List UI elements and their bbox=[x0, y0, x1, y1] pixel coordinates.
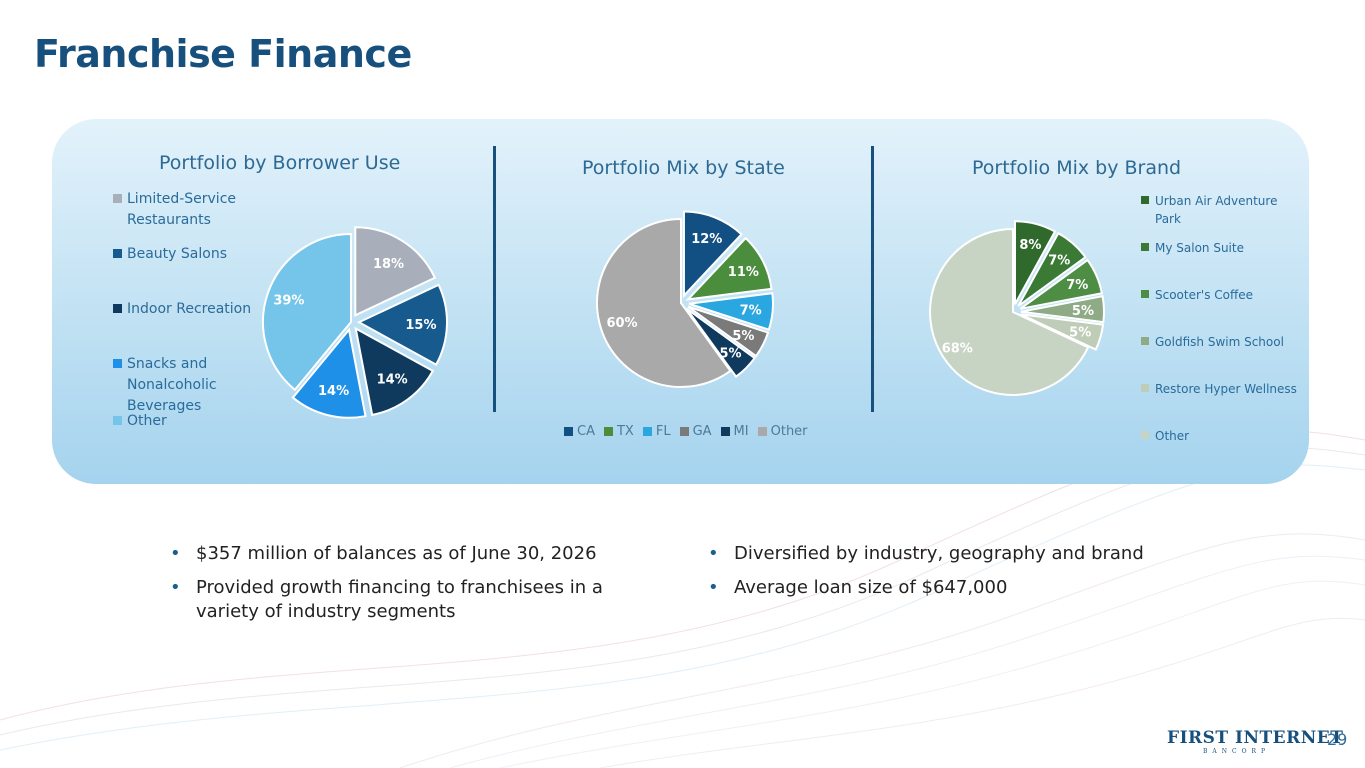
chart-title-state: Portfolio Mix by State bbox=[582, 157, 785, 179]
legend-swatch bbox=[642, 427, 652, 436]
data-label-beauty-salons: 15% bbox=[405, 318, 436, 333]
bullet-text: variety of industry segments bbox=[196, 601, 456, 622]
pie-slice-limited-service-restaurants bbox=[354, 226, 437, 317]
bullet-text: $357 million of balances as of June 30, … bbox=[196, 543, 597, 564]
legend-swatch bbox=[564, 427, 573, 436]
legend-label: GA bbox=[692, 424, 712, 439]
bullet-dot: • bbox=[170, 543, 181, 564]
legend-label: Limited-Service Restaurants bbox=[127, 191, 236, 228]
pie-slice-ga bbox=[687, 305, 770, 358]
bullet-text: Provided growth financing to franchisees… bbox=[196, 577, 603, 598]
pie-slice-other bbox=[262, 232, 352, 392]
data-label-snacks-and-nonalcoholic-beverages: 14% bbox=[318, 384, 349, 399]
legend-label: Other bbox=[1155, 429, 1190, 443]
legend-swatch bbox=[1141, 431, 1149, 439]
legend-state: CA TX FL GA MI Other bbox=[564, 424, 817, 439]
legend-swatch bbox=[113, 416, 122, 425]
legend-swatch bbox=[1141, 196, 1149, 204]
legend-label: FL bbox=[655, 424, 671, 439]
bullet-text: Average loan size of $647,000 bbox=[734, 577, 1008, 598]
legend-swatch bbox=[113, 194, 122, 203]
data-label-limited-service-restaurants: 18% bbox=[373, 257, 404, 272]
legend-item-ca: CA bbox=[564, 424, 595, 439]
pie-slice-beauty-salons bbox=[356, 283, 448, 367]
legend-label: CA bbox=[577, 424, 595, 439]
data-label-other: 39% bbox=[273, 294, 304, 309]
legend-label: Goldfish Swim School bbox=[1155, 335, 1284, 349]
data-label-mi: 5% bbox=[719, 346, 741, 361]
legend-swatch bbox=[720, 427, 730, 436]
legend-label: MI bbox=[733, 424, 749, 439]
legend-swatch bbox=[1141, 243, 1149, 251]
data-label-tx: 11% bbox=[728, 265, 759, 280]
bullet-dot: • bbox=[708, 577, 719, 598]
bullet-dot: • bbox=[708, 543, 719, 564]
pie-slice-other bbox=[596, 217, 732, 388]
legend-label: TX bbox=[616, 424, 634, 439]
chart-divider bbox=[493, 146, 496, 412]
pie-slice-indoor-recreation bbox=[354, 326, 435, 417]
data-label-ga: 5% bbox=[732, 329, 754, 344]
pie-slice-scooter-s-coffee bbox=[1019, 258, 1104, 310]
bullet-text: Diversified by industry, geography and b… bbox=[734, 543, 1144, 564]
chart-title-brand: Portfolio Mix by Brand bbox=[972, 157, 1182, 179]
legend-label: Beauty Salons bbox=[127, 246, 227, 262]
pie-slice-snacks-and-nonalcoholic-beverages bbox=[291, 327, 367, 419]
legend-label: Restore Hyper Wellness bbox=[1155, 382, 1297, 396]
legend-label: My Salon Suite bbox=[1155, 241, 1244, 255]
legend-swatch bbox=[1141, 337, 1149, 345]
logo-name: FIRST INTERNET bbox=[1167, 728, 1344, 748]
legend-swatch bbox=[113, 249, 122, 258]
data-label-goldfish-swim-school: 5% bbox=[1072, 304, 1094, 319]
legend-label: Snacks and Nonalcoholic Beverages bbox=[127, 356, 217, 414]
legend-label: Urban Air Adventure Park bbox=[1155, 194, 1278, 226]
chart-title-borrower-use: Portfolio by Borrower Use bbox=[159, 152, 401, 174]
data-label-scooter-s-coffee: 7% bbox=[1066, 278, 1088, 293]
logo-subtext: BANCORP bbox=[1203, 748, 1271, 755]
pie-slice-tx bbox=[685, 236, 773, 301]
legend-swatch bbox=[113, 359, 122, 368]
data-label-indoor-recreation: 14% bbox=[377, 373, 408, 388]
legend-item-other: Other bbox=[757, 424, 808, 439]
legend-item-mi: MI bbox=[720, 424, 749, 439]
legend-item-ga: GA bbox=[679, 424, 712, 439]
pie-slice-goldfish-swim-school bbox=[1020, 295, 1105, 324]
pie-slice-mi bbox=[685, 307, 757, 379]
data-label-other: 60% bbox=[606, 316, 637, 331]
pie-slice-ca bbox=[682, 210, 743, 299]
data-label-restore-hyper-wellness: 5% bbox=[1069, 326, 1091, 341]
data-label-ca: 12% bbox=[691, 232, 722, 247]
pie-slice-my-salon-suite bbox=[1017, 231, 1087, 307]
data-label-my-salon-suite: 7% bbox=[1048, 253, 1070, 268]
pie-slice-urban-air-adventure-park bbox=[1013, 220, 1057, 305]
legend-label: Indoor Recreation bbox=[127, 301, 252, 317]
legend-item-tx: TX bbox=[603, 424, 634, 439]
legend-item-fl: FL bbox=[642, 424, 671, 439]
data-label-urban-air-adventure-park: 8% bbox=[1019, 238, 1041, 253]
pie-slice-fl bbox=[688, 292, 774, 331]
bullet-dot: • bbox=[170, 577, 181, 598]
legend-swatch bbox=[1141, 384, 1149, 392]
page-number: 29 bbox=[1327, 730, 1348, 749]
legend-label: Scooter's Coffee bbox=[1155, 288, 1254, 302]
data-label-other: 68% bbox=[942, 341, 973, 356]
legend-swatch bbox=[113, 304, 122, 313]
page-title: Franchise Finance bbox=[34, 32, 412, 76]
legend-swatch bbox=[757, 427, 767, 436]
legend-label: Other bbox=[127, 413, 167, 429]
pie-slice-restore-hyper-wellness bbox=[1020, 313, 1105, 351]
legend-swatch bbox=[1141, 290, 1149, 298]
chart-divider bbox=[871, 146, 874, 412]
data-label-fl: 7% bbox=[740, 304, 762, 319]
legend-label: Other bbox=[770, 424, 808, 439]
company-logo: FIRST INTERNET BANCORP bbox=[1167, 728, 1344, 755]
legend-swatch bbox=[679, 427, 689, 436]
legend-swatch bbox=[603, 427, 613, 436]
pie-slice-other bbox=[929, 227, 1090, 396]
